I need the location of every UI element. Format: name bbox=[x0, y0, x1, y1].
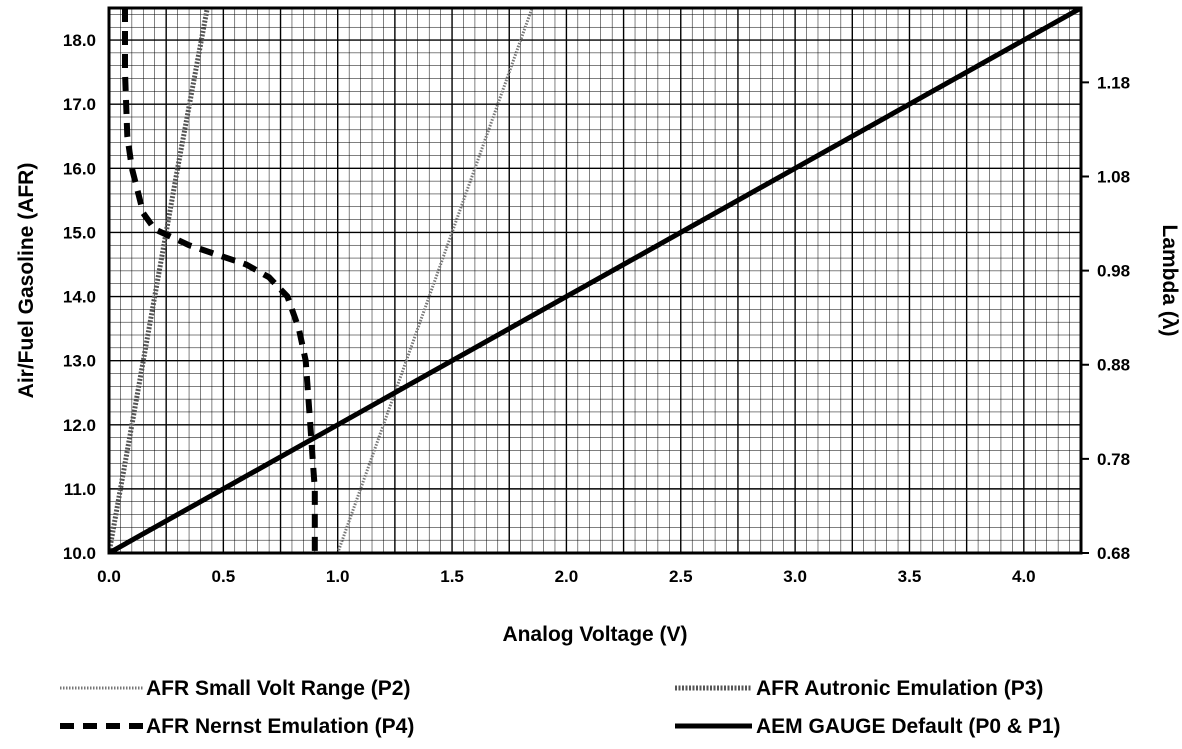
x-axis-title: Analog Voltage (V) bbox=[502, 623, 687, 646]
legend-label-1: AFR Small Volt Range (P2) bbox=[146, 677, 410, 700]
y-tick-label: 13.0 bbox=[63, 352, 96, 371]
y-tick-labels: 10.0 11.0 12.0 13.0 14.0 15.0 16.0 17.0 18.0 bbox=[63, 31, 96, 563]
y-tick-label: 12.0 bbox=[63, 416, 96, 435]
x-tick-label: 1.0 bbox=[326, 567, 350, 586]
y2-tick-label: 0.98 bbox=[1097, 262, 1130, 281]
y-tick-label: 17.0 bbox=[63, 95, 96, 114]
series-line-2 bbox=[109, 8, 210, 553]
legend-label-3: AFR Nernst Emulation (P4) bbox=[146, 715, 414, 738]
series-layer bbox=[109, 8, 1081, 553]
x-tick-label: 0.0 bbox=[97, 567, 121, 586]
x-tick-label: 4.0 bbox=[1012, 567, 1036, 586]
legend: AFR Small Volt Range (P2) AFR Autronic Em… bbox=[60, 677, 1061, 738]
minor-grid bbox=[108, 8, 1082, 554]
y2-tick-label: 0.68 bbox=[1097, 544, 1130, 563]
y-tick-label: 15.0 bbox=[63, 223, 96, 242]
x-tick-label: 0.5 bbox=[212, 567, 236, 586]
y2-tick-label: 0.78 bbox=[1097, 450, 1130, 469]
plot-frame bbox=[107, 6, 1083, 555]
y-tick-label: 11.0 bbox=[64, 480, 96, 499]
y-tick-label: 18.0 bbox=[63, 31, 96, 50]
y-tick-label: 16.0 bbox=[63, 159, 96, 178]
x-tick-labels: 0.0 0.5 1.0 1.5 2.0 2.5 3.0 3.5 4.0 bbox=[97, 567, 1035, 586]
y-axis-title: Air/Fuel Gasoline (AFR) bbox=[15, 163, 38, 399]
x-tick-label: 3.0 bbox=[783, 567, 807, 586]
legend-label-4: AEM GAUGE Default (P0 & P1) bbox=[756, 715, 1061, 738]
legend-label-2: AFR Autronic Emulation (P3) bbox=[756, 677, 1043, 700]
y-tick-label: 10.0 bbox=[63, 544, 96, 563]
x-tick-label: 1.5 bbox=[440, 567, 464, 586]
y2-tick-labels: 0.68 0.78 0.88 0.98 1.08 1.18 bbox=[1081, 73, 1130, 563]
series-line-4 bbox=[109, 8, 1081, 553]
y2-axis-title: Lambda (λ) bbox=[1158, 224, 1181, 336]
y2-tick-label: 1.18 bbox=[1097, 73, 1130, 92]
x-tick-label: 2.0 bbox=[555, 567, 579, 586]
y2-tick-label: 1.08 bbox=[1097, 167, 1130, 186]
y-tick-label: 14.0 bbox=[63, 288, 96, 307]
series-line-3 bbox=[122, 8, 318, 553]
x-tick-label: 2.5 bbox=[669, 567, 693, 586]
series-line-1 bbox=[336, 8, 534, 553]
y2-tick-label: 0.88 bbox=[1097, 356, 1130, 375]
x-tick-label: 3.5 bbox=[898, 567, 922, 586]
